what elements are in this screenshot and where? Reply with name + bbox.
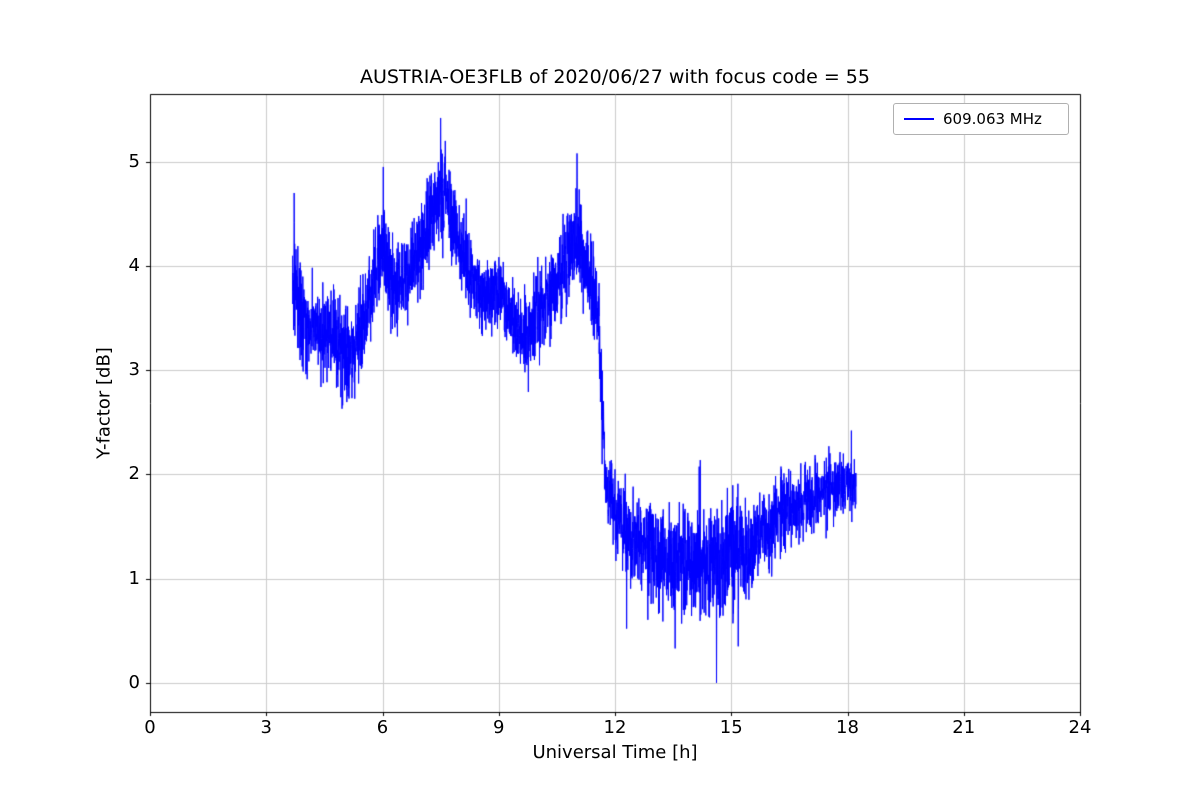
x-tick-label: 21 <box>952 717 976 738</box>
y-tick-label: 4 <box>128 254 140 276</box>
x-tick-label: 24 <box>1068 717 1092 738</box>
x-tick-label: 12 <box>603 717 627 738</box>
x-tick-label: 6 <box>376 717 389 738</box>
y-tick-label: 5 <box>128 150 140 172</box>
x-axis-label: Universal Time [h] <box>532 742 698 763</box>
x-tick-label: 0 <box>144 717 156 738</box>
y-tick-label: 1 <box>128 567 140 589</box>
x-tick-label: 15 <box>719 717 743 738</box>
chart-title: AUSTRIA-OE3FLB of 2020/06/27 with focus … <box>360 66 870 88</box>
y-tick-label: 0 <box>128 671 140 693</box>
x-tick-label: 9 <box>493 717 505 738</box>
y-tick-label: 2 <box>128 463 140 485</box>
x-tick-label: 3 <box>260 717 272 738</box>
y-tick-label: 3 <box>128 359 140 381</box>
legend-label: 609.063 MHz <box>943 110 1042 128</box>
legend-line-swatch <box>904 118 934 120</box>
x-tick-label: 18 <box>836 717 859 738</box>
legend: 609.063 MHz <box>893 103 1069 135</box>
